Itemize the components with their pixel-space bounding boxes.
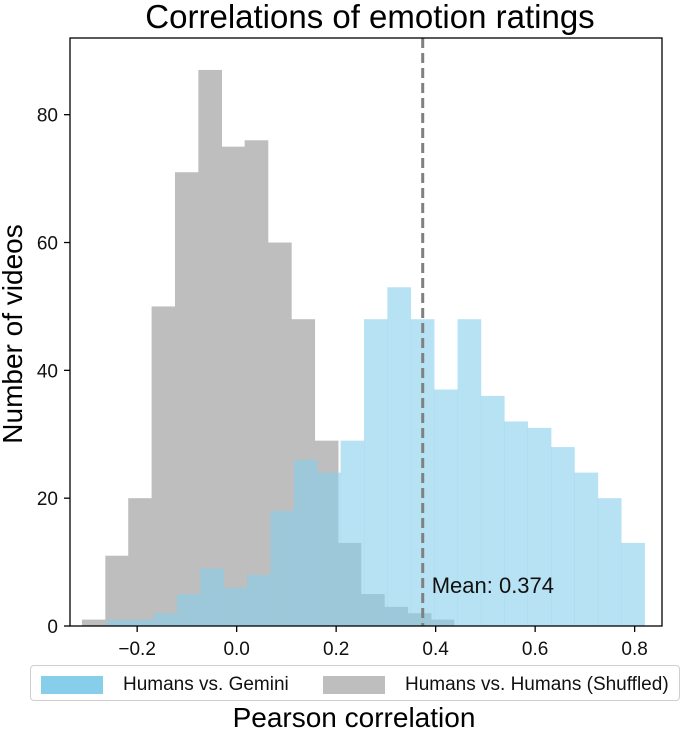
- shuffled-bar: [151, 306, 176, 626]
- gemini-bar: [247, 574, 271, 626]
- y-axis-label: Number of videos: [0, 224, 28, 443]
- y-tick-label: 60: [37, 234, 58, 255]
- x-tick-label: 0.2: [323, 639, 349, 660]
- gemini-bar: [340, 440, 365, 626]
- ticks-layer: −0.2 0.0 0.2 0.4 0.6 0.8 0 20 40 60 80: [37, 106, 648, 660]
- x-tick-label: −0.2: [118, 639, 156, 660]
- gemini-bar: [434, 389, 458, 626]
- shuffled-bar: [128, 498, 152, 626]
- x-tick-label: 0.6: [522, 639, 548, 660]
- x-tick-label: 0.0: [223, 639, 249, 660]
- gemini-bar: [387, 287, 412, 626]
- gemini-bar: [293, 459, 318, 626]
- shuffled-bar: [81, 619, 106, 626]
- y-tick-label: 0: [47, 617, 58, 638]
- gemini-bar: [551, 447, 575, 626]
- gemini-bar: [621, 542, 645, 626]
- gemini-bar: [480, 395, 505, 626]
- gemini-bar: [527, 427, 552, 626]
- legend-label-gemini: Humans vs. Gemini: [123, 674, 289, 695]
- gemini-bar: [410, 319, 435, 626]
- legend: Humans vs. Gemini Humans vs. Humans (Shu…: [30, 665, 680, 701]
- gemini-bar: [153, 613, 178, 626]
- shuffled-bar: [244, 140, 269, 626]
- shuffled-bar: [198, 69, 223, 626]
- gemini-bar: [130, 619, 154, 626]
- gemini-bar: [106, 619, 131, 626]
- chart-title: Correlations of emotion ratings: [145, 0, 594, 35]
- gemini-bar: [317, 472, 341, 626]
- legend-swatch-gemini: [41, 676, 103, 694]
- plot-frame: [69, 37, 663, 627]
- gemini-bar: [176, 594, 201, 626]
- mean-label: Mean: 0.374: [432, 573, 554, 598]
- shuffled-bar: [174, 172, 199, 626]
- legend-entry-shuffled: Humans vs. Humans (Shuffled): [323, 674, 669, 696]
- x-tick-label: 0.8: [621, 639, 647, 660]
- y-tick-label: 20: [37, 489, 58, 510]
- x-tick-label: 0.4: [422, 639, 449, 660]
- x-axis-label: Pearson correlation: [233, 702, 476, 731]
- legend-label-shuffled: Humans vs. Humans (Shuffled): [405, 674, 669, 695]
- y-tick-label: 40: [37, 361, 58, 382]
- gemini-bar: [364, 319, 388, 626]
- y-tick-label: 80: [37, 106, 58, 127]
- gemini-bar: [504, 421, 528, 626]
- gemini-bar: [457, 319, 482, 626]
- gemini-bar: [574, 472, 599, 626]
- gemini-bar: [597, 498, 622, 626]
- legend-swatch-shuffled: [323, 676, 385, 694]
- gemini-bar: [200, 568, 225, 626]
- shuffled-bar: [105, 555, 129, 626]
- bars-layer: [81, 69, 645, 626]
- gemini-bar: [270, 510, 295, 626]
- shuffled-bar: [221, 146, 245, 626]
- legend-entry-gemini: Humans vs. Gemini: [41, 674, 289, 696]
- gemini-bar: [223, 587, 248, 626]
